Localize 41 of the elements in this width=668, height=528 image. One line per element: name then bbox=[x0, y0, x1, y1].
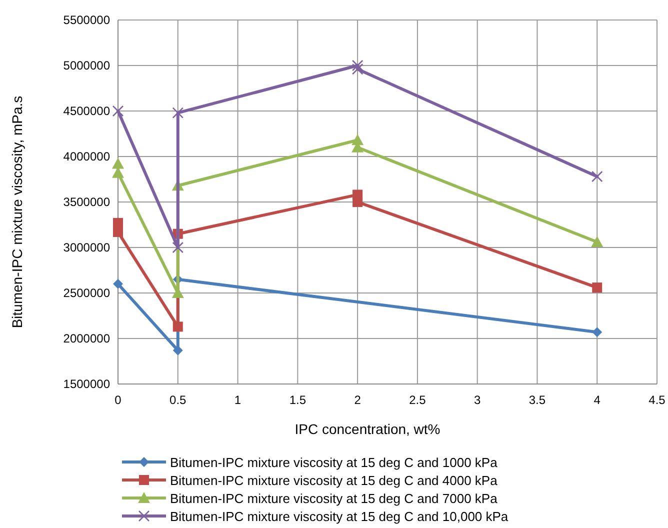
x-tick-label: 3 bbox=[474, 393, 481, 407]
legend-label: Bitumen-IPC mixture viscosity at 15 deg C and 1000 kPa bbox=[170, 455, 498, 470]
x-tick-label: 2.5 bbox=[409, 393, 426, 407]
point bbox=[172, 107, 184, 118]
x-tick-label: 1.5 bbox=[289, 393, 306, 407]
x-tick-label: 1 bbox=[234, 393, 242, 407]
point bbox=[113, 278, 123, 289]
point bbox=[172, 345, 183, 356]
point bbox=[113, 218, 123, 228]
x-tick-label: 0 bbox=[114, 393, 122, 407]
y-tick-label: 3000000 bbox=[63, 240, 110, 254]
y-tick-label: 3500000 bbox=[63, 195, 110, 209]
y-axis-title: Bitumen-IPC mixture viscosity, mPa.s bbox=[9, 96, 25, 328]
y-tick-label: 4500000 bbox=[63, 104, 110, 118]
point bbox=[591, 170, 603, 182]
x-tick-label: 4 bbox=[594, 393, 601, 407]
x-tick-label: 3.5 bbox=[528, 393, 546, 407]
y-tick-label: 5000000 bbox=[63, 58, 110, 72]
y-tick-label: 2000000 bbox=[63, 332, 110, 346]
legend-label: Bitumen-IPC mixture viscosity at 15 deg C and 10,000 kPa bbox=[170, 509, 509, 524]
point bbox=[352, 60, 364, 72]
point bbox=[352, 197, 363, 207]
y-tick-label: 2500000 bbox=[63, 286, 110, 300]
x-tick-label: 0.5 bbox=[170, 393, 187, 407]
y-tick-label: 1500000 bbox=[63, 377, 110, 391]
y-tick-label: 5500000 bbox=[63, 13, 110, 27]
point bbox=[352, 63, 364, 75]
point bbox=[112, 158, 124, 169]
point bbox=[592, 282, 602, 293]
point bbox=[591, 236, 604, 248]
point bbox=[172, 322, 183, 332]
y-tick-label: 4000000 bbox=[63, 150, 110, 164]
x-axis-title: IPC concentration, wt% bbox=[294, 421, 440, 437]
point bbox=[172, 242, 184, 254]
legend-label: Bitumen-IPC mixture viscosity at 15 deg C and 7000 kPa bbox=[170, 491, 498, 506]
x-tick-label: 2 bbox=[354, 393, 362, 407]
point bbox=[112, 105, 124, 117]
point bbox=[113, 227, 123, 238]
point bbox=[592, 327, 602, 338]
x-tick-label: 4.5 bbox=[648, 393, 666, 407]
legend-label: Bitumen-IPC mixture viscosity at 15 deg C and 4000 kPa bbox=[170, 473, 498, 488]
